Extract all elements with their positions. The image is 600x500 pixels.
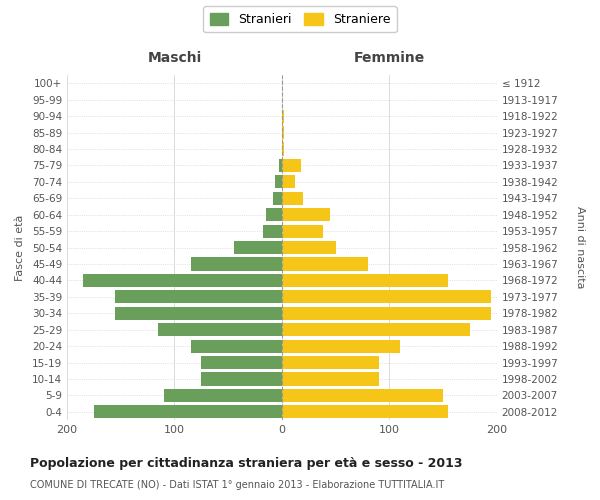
Bar bbox=[282, 389, 443, 402]
Bar bbox=[191, 258, 282, 270]
Bar bbox=[282, 208, 330, 222]
Bar bbox=[282, 258, 368, 270]
Bar bbox=[282, 110, 284, 122]
Bar bbox=[158, 323, 282, 336]
Bar bbox=[273, 192, 282, 205]
Bar bbox=[263, 224, 282, 237]
Bar bbox=[282, 323, 470, 336]
Bar bbox=[282, 406, 448, 418]
Bar bbox=[83, 274, 282, 287]
Bar bbox=[202, 356, 282, 369]
Bar bbox=[282, 224, 323, 237]
Bar bbox=[282, 126, 284, 139]
Bar bbox=[282, 306, 491, 320]
Bar bbox=[94, 406, 282, 418]
Bar bbox=[278, 159, 282, 172]
Bar bbox=[275, 176, 282, 188]
Text: Femmine: Femmine bbox=[353, 51, 425, 65]
Y-axis label: Fasce di età: Fasce di età bbox=[15, 214, 25, 281]
Bar bbox=[202, 372, 282, 386]
Bar bbox=[233, 241, 282, 254]
Legend: Stranieri, Straniere: Stranieri, Straniere bbox=[203, 6, 397, 32]
Bar bbox=[282, 142, 284, 156]
Bar bbox=[282, 176, 295, 188]
Bar bbox=[115, 290, 282, 304]
Bar bbox=[282, 241, 335, 254]
Bar bbox=[282, 372, 379, 386]
Text: Popolazione per cittadinanza straniera per età e sesso - 2013: Popolazione per cittadinanza straniera p… bbox=[30, 458, 463, 470]
Bar bbox=[282, 192, 304, 205]
Bar bbox=[282, 159, 301, 172]
Text: COMUNE DI TRECATE (NO) - Dati ISTAT 1° gennaio 2013 - Elaborazione TUTTITALIA.IT: COMUNE DI TRECATE (NO) - Dati ISTAT 1° g… bbox=[30, 480, 444, 490]
Bar bbox=[191, 340, 282, 353]
Bar bbox=[164, 389, 282, 402]
Bar bbox=[282, 274, 448, 287]
Bar bbox=[266, 208, 282, 222]
Bar bbox=[282, 290, 491, 304]
Bar bbox=[115, 306, 282, 320]
Text: Maschi: Maschi bbox=[148, 51, 202, 65]
Bar bbox=[282, 356, 379, 369]
Y-axis label: Anni di nascita: Anni di nascita bbox=[575, 206, 585, 289]
Bar bbox=[282, 340, 400, 353]
